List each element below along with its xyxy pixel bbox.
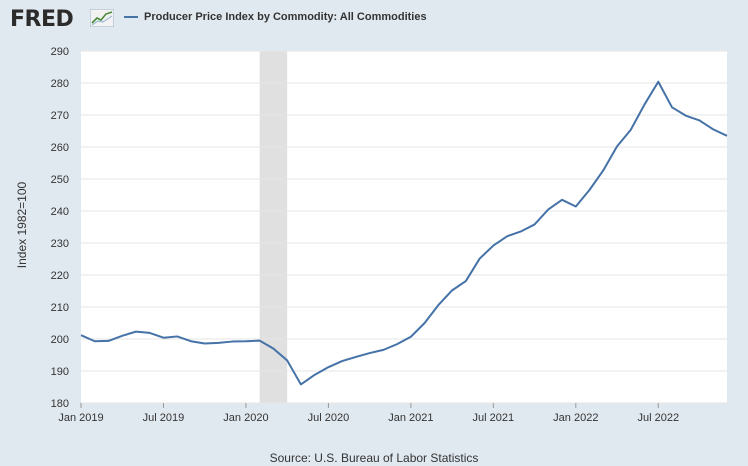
data-point — [630, 129, 632, 131]
data-point — [204, 342, 206, 344]
y-tick-label: 270 — [51, 110, 69, 122]
data-point — [368, 352, 370, 354]
y-tick-label: 220 — [51, 270, 69, 282]
series-line — [80, 80, 728, 386]
data-point — [685, 114, 687, 116]
trend-line-icon — [90, 9, 114, 27]
x-tick-label: Jan 2021 — [388, 412, 433, 424]
data-point — [355, 356, 357, 358]
data-point — [643, 103, 645, 105]
y-tick-label: 210 — [51, 302, 69, 314]
data-point — [520, 230, 522, 232]
data-point — [410, 336, 412, 338]
data-point — [272, 347, 274, 349]
data-point — [588, 189, 590, 191]
fred-logo[interactable]: FRED — [10, 7, 74, 32]
x-tick-label: Jan 2020 — [223, 412, 268, 424]
x-tick-label: Jan 2022 — [553, 412, 598, 424]
chart-legend: Producer Price Index by Commodity: All C… — [124, 11, 427, 23]
data-point — [437, 304, 439, 306]
data-point — [286, 359, 288, 361]
data-point — [190, 340, 192, 342]
y-tick-label: 290 — [51, 46, 69, 58]
data-point — [478, 257, 480, 259]
data-point — [231, 340, 233, 342]
x-tick-label: Jan 2019 — [58, 412, 103, 424]
x-tick-label: Jul 2020 — [308, 412, 350, 424]
data-point — [492, 244, 494, 246]
data-point — [451, 289, 453, 291]
data-point — [506, 235, 508, 237]
recession-shade — [259, 51, 288, 403]
data-point — [149, 332, 151, 334]
data-point — [423, 322, 425, 324]
y-tick-label: 260 — [51, 142, 69, 154]
data-point — [341, 360, 343, 362]
data-point — [671, 106, 673, 108]
y-tick-label: 180 — [51, 398, 69, 410]
data-point — [465, 280, 467, 282]
data-point — [327, 366, 329, 368]
data-point — [80, 334, 82, 336]
data-point — [657, 81, 659, 83]
legend-label[interactable]: Producer Price Index by Commodity: All C… — [144, 11, 427, 23]
y-tick-label: 230 — [51, 238, 69, 250]
data-point — [382, 349, 384, 351]
data-point — [300, 383, 302, 385]
data-point — [726, 135, 728, 137]
data-point — [561, 199, 563, 201]
data-point — [258, 339, 260, 341]
data-point — [313, 374, 315, 376]
data-point — [176, 335, 178, 337]
y-tick-label: 280 — [51, 78, 69, 90]
data-point — [245, 340, 247, 342]
data-point — [712, 128, 714, 130]
x-tick-label: Jul 2019 — [143, 412, 185, 424]
data-point — [547, 208, 549, 210]
plot-area — [81, 51, 727, 403]
y-tick-label: 250 — [51, 174, 69, 186]
data-point — [94, 340, 96, 342]
data-point — [616, 145, 618, 147]
data-point — [575, 205, 577, 207]
source-note: Source: U.S. Bureau of Labor Statistics — [269, 451, 479, 465]
legend-swatch — [124, 16, 138, 18]
y-tick-label: 190 — [51, 366, 69, 378]
y-tick-label: 200 — [51, 334, 69, 346]
data-point — [107, 340, 109, 342]
data-point — [135, 330, 137, 332]
y-tick-label: 240 — [51, 206, 69, 218]
x-tick-label: Jul 2022 — [637, 412, 679, 424]
data-point — [698, 119, 700, 121]
data-point — [602, 169, 604, 171]
data-point — [533, 223, 535, 225]
data-point — [162, 337, 164, 339]
data-point — [396, 343, 398, 345]
x-tick-label: Jul 2021 — [473, 412, 515, 424]
data-point — [121, 335, 123, 337]
data-point — [217, 342, 219, 344]
